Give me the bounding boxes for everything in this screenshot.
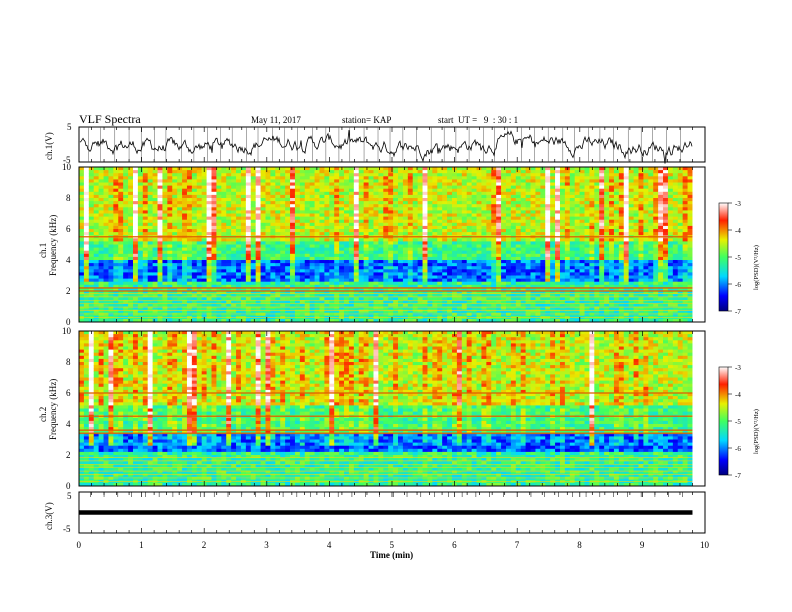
x-axis-tick-10: 10 (700, 540, 710, 550)
x-axis-tick-3: 3 (264, 540, 269, 550)
x-axis-tick-4: 4 (327, 540, 332, 550)
spectrogram-ch1-ytick-2: 2 (66, 286, 71, 296)
waveform-ch3-ticks (78, 492, 706, 533)
colorbar-ch2-tick-m5: -5 (735, 418, 741, 426)
date-label: May 11, 2017 (251, 115, 301, 125)
waveform-ch1-ytick-top: 5 (67, 122, 72, 132)
spectrogram-ch1-ytick-6: 6 (66, 224, 71, 234)
waveform-ch3-ylabel: ch.3(V) (44, 502, 54, 530)
colorbar-ch2: -3 -4 -5 -6 -7 log(PSD)(V²/Hz) (718, 364, 760, 480)
colorbar-ch2-tick-m7: -7 (735, 472, 741, 480)
spectrogram-ch1-ticks (78, 167, 706, 322)
spectrogram-ch2-ytick-10: 10 (62, 326, 72, 336)
spectrogram-ch2-panel: 0 2 4 6 8 10 ch.2 Frequency (kHz) (38, 326, 706, 491)
colorbar-ch1-tick-m7: -7 (735, 308, 741, 316)
spectrogram-ch2-ytick-4: 4 (66, 419, 71, 429)
colorbar-ch2-ticks (728, 366, 732, 476)
colorbar-ch1-tick-m4: -4 (735, 227, 741, 235)
waveform-ch1-panel: 5 -5 ch.1(V) (44, 122, 706, 165)
x-axis-tick-6: 6 (452, 540, 457, 550)
waveform-ch1-ylabel: ch.1(V) (44, 132, 54, 160)
waveform-ch1-frame (78, 126, 706, 163)
colorbar-ch2-gradient (718, 366, 729, 476)
spectrogram-ch2-ytick-2: 2 (66, 450, 71, 460)
spectrogram-ch2-ticks (78, 331, 706, 486)
spectrogram-ch2-ytick-0: 0 (66, 481, 71, 491)
spectrogram-ch1-heatmap (79, 167, 705, 323)
colorbar-ch1: -3 -4 -5 -6 -7 log(PSD)(V²/Hz) (718, 200, 760, 316)
x-axis-tick-2: 2 (202, 540, 207, 550)
waveform-ch3-panel: 5 -5 ch.3(V) (44, 491, 706, 534)
x-axis-tick-9: 9 (640, 540, 645, 550)
x-axis-tick-5: 5 (390, 540, 395, 550)
colorbar-ch1-tick-m3: -3 (735, 200, 741, 208)
spectrogram-ch2-ytick-6: 6 (66, 388, 71, 398)
spectrogram-ch1-ytick-8: 8 (66, 193, 71, 203)
x-axis-tick-7: 7 (515, 540, 520, 550)
x-axis-tick-8: 8 (577, 540, 582, 550)
x-axis-tick-0: 0 (77, 540, 82, 550)
x-axis-tick-1: 1 (139, 540, 144, 550)
colorbar-ch1-tick-m5: -5 (735, 254, 741, 262)
waveform-ch3-ytick-top: 5 (67, 491, 72, 501)
spectrogram-ch2-ytick-8: 8 (66, 357, 71, 367)
spectrogram-ch1-ytick-0: 0 (66, 317, 71, 327)
colorbar-ch1-tick-m6: -6 (735, 281, 741, 289)
spectrogram-ch1-ylabel-frequency: Frequency (kHz) (48, 215, 58, 276)
waveform-ch3-ytick-bottom: -5 (63, 524, 71, 534)
x-axis-label: Time (min) (370, 550, 413, 560)
colorbar-ch2-tick-m3: -3 (735, 364, 741, 372)
spectrogram-ch2-ylabel-frequency: Frequency (kHz) (48, 379, 58, 440)
spectrogram-ch1-ytick-4: 4 (66, 255, 71, 265)
colorbar-ch2-tick-m4: -4 (735, 391, 741, 399)
station-label: station= KAP (342, 115, 392, 125)
colorbar-ch1-label: log(PSD)(V²/Hz) (753, 245, 760, 290)
chart-title: VLF Spectra (79, 112, 141, 126)
x-axis-tick-labels: 0 1 2 3 4 5 6 7 8 9 10 (77, 540, 710, 550)
spectrogram-ch1-panel: 0 2 4 6 8 10 ch.1 Frequency (kHz) (38, 162, 706, 327)
spectrogram-ch2-ylabel-channel: ch.2 (38, 407, 48, 422)
waveform-ch1-ytick-bottom: -5 (63, 155, 71, 165)
spectrogram-ch1-ytick-10: 10 (62, 162, 72, 172)
colorbar-ch2-tick-m6: -6 (735, 445, 741, 453)
colorbar-ch2-label: log(PSD)(V²/Hz) (753, 409, 760, 454)
spectrogram-ch2-heatmap (79, 331, 705, 487)
colorbar-ch1-ticks (728, 202, 732, 312)
spectrogram-ch1-ylabel-channel: ch.1 (38, 243, 48, 258)
colorbar-ch1-gradient (718, 202, 729, 312)
waveform-ch1-trace (79, 130, 693, 164)
start-time-label: start UT = 9 : 30 : 1 (438, 115, 519, 125)
waveform-ch1-ticks (78, 127, 706, 162)
